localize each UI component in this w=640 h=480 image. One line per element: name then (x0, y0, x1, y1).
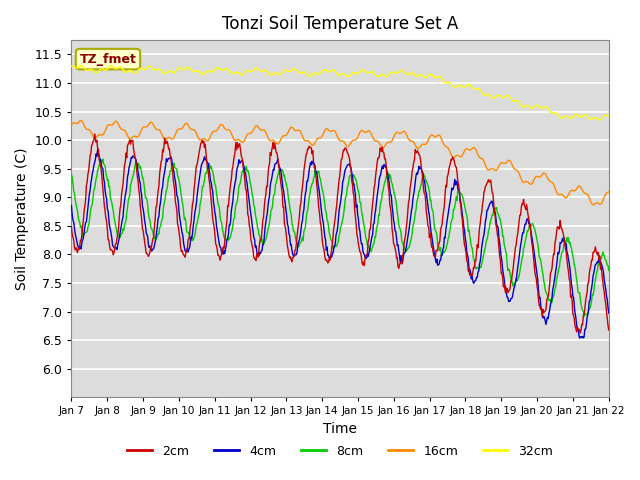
Legend: 2cm, 4cm, 8cm, 16cm, 32cm: 2cm, 4cm, 8cm, 16cm, 32cm (122, 440, 558, 463)
Title: Tonzi Soil Temperature Set A: Tonzi Soil Temperature Set A (222, 15, 458, 33)
Text: TZ_fmet: TZ_fmet (79, 53, 136, 66)
X-axis label: Time: Time (323, 422, 357, 436)
Y-axis label: Soil Temperature (C): Soil Temperature (C) (15, 147, 29, 290)
